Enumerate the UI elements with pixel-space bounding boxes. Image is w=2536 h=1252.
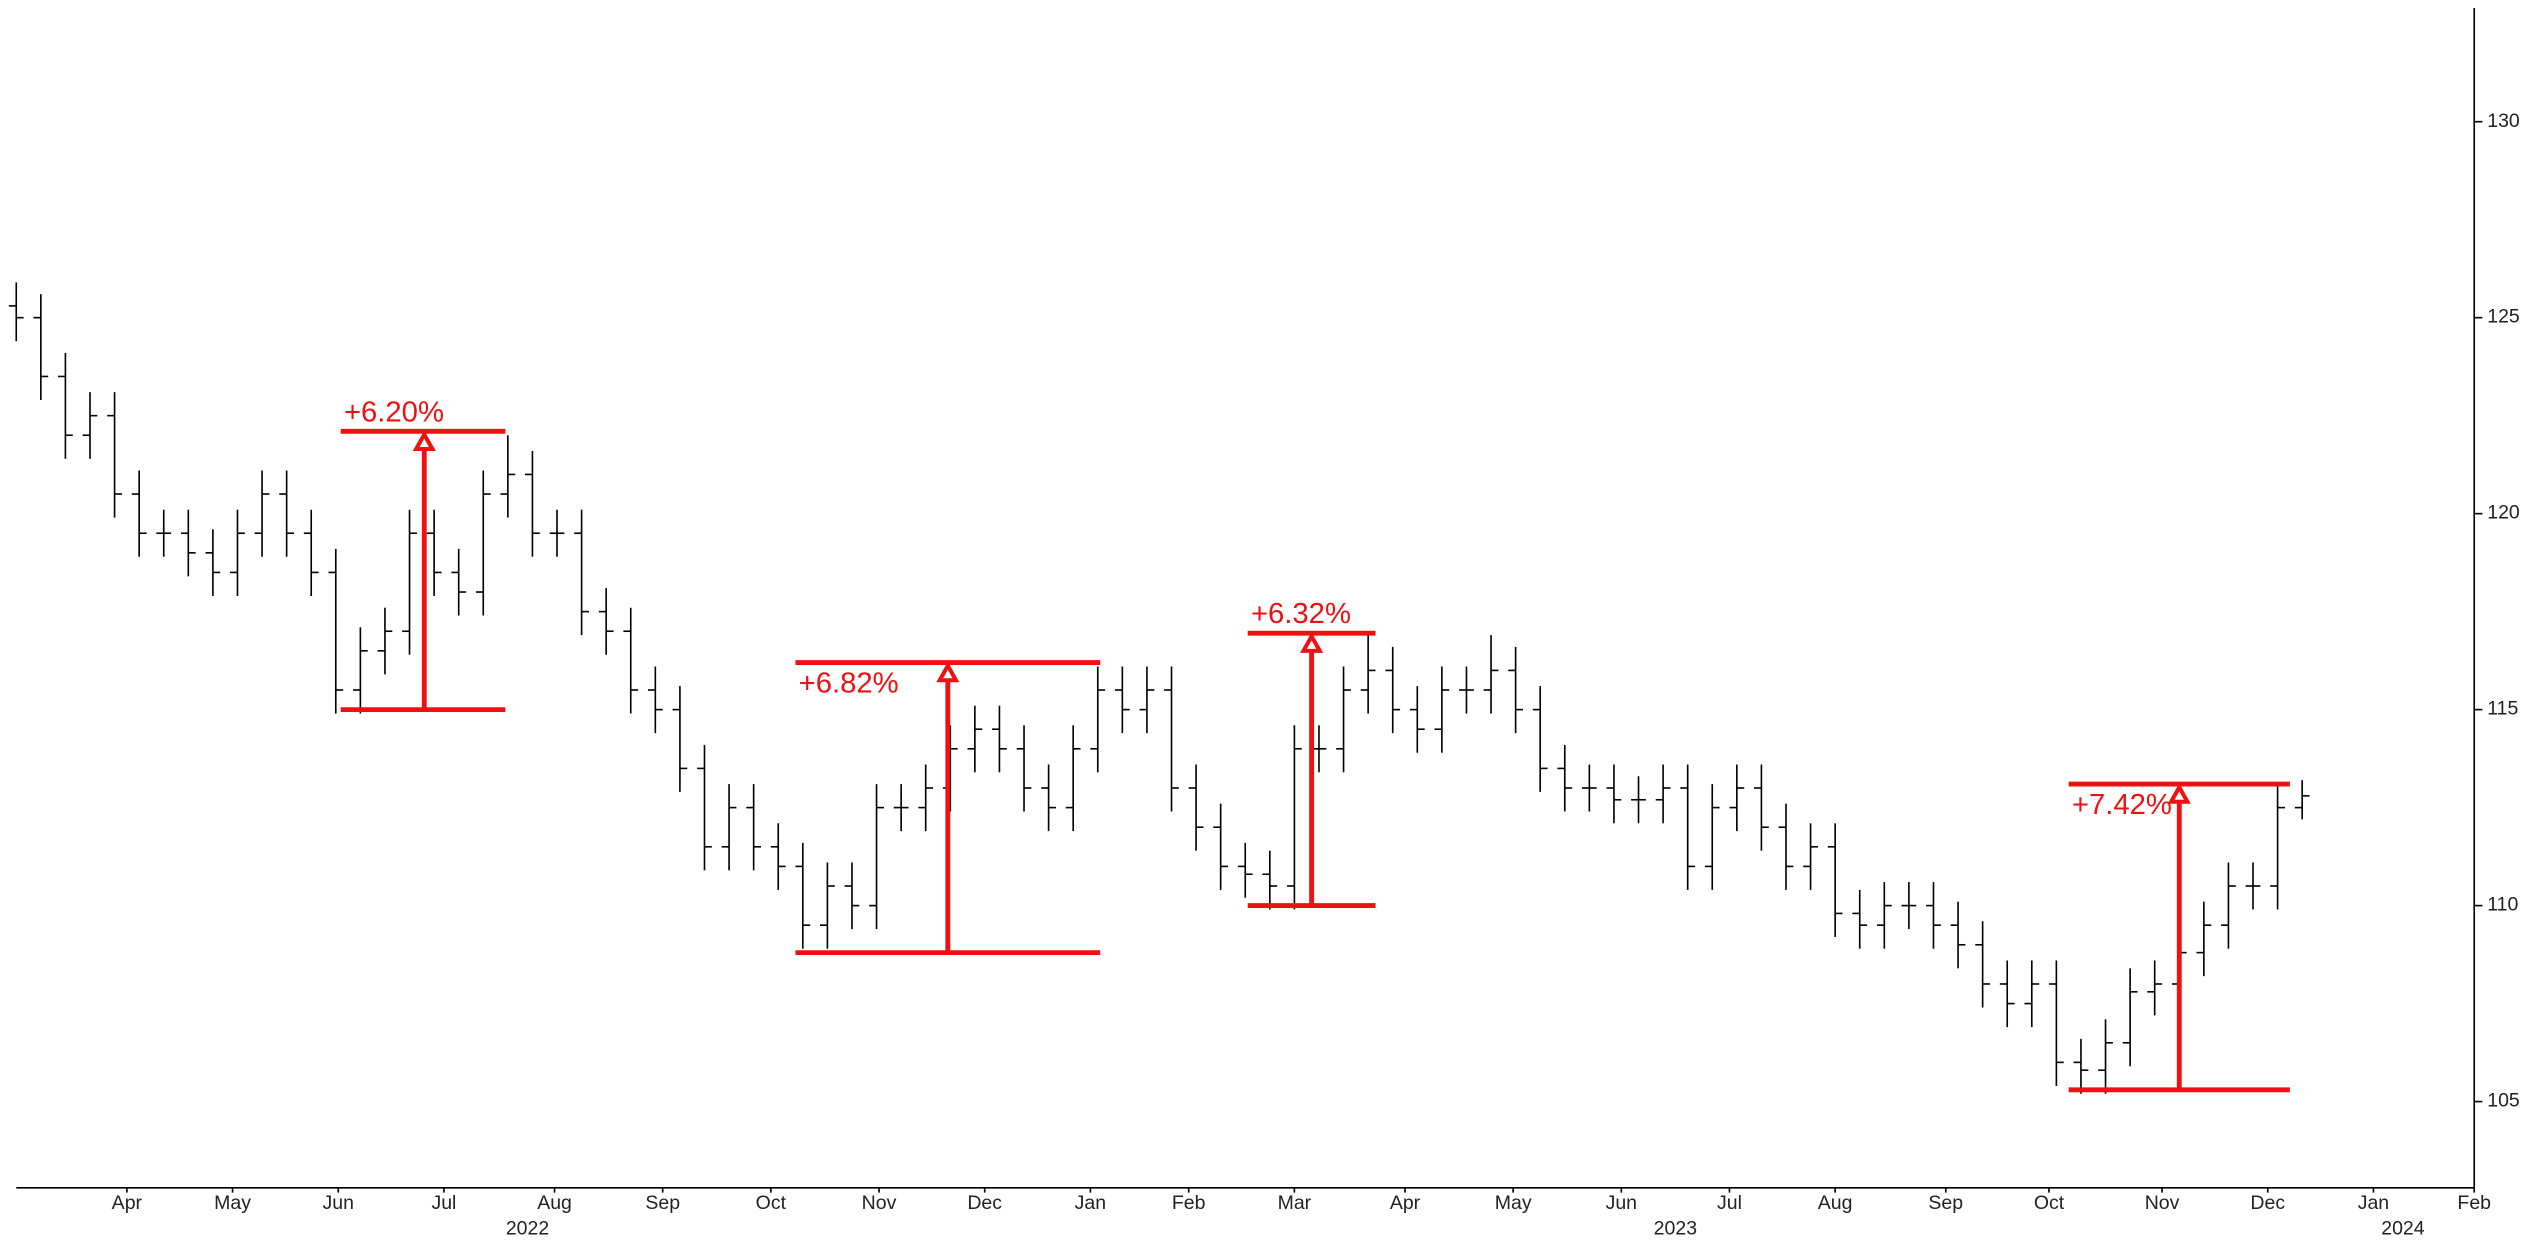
x-tick-label: Sep: [645, 1192, 680, 1214]
x-tick-label: Feb: [1172, 1192, 1206, 1214]
x-tick-label: Mar: [1278, 1192, 1312, 1214]
x-tick-label: Oct: [756, 1192, 787, 1214]
x-tick-label: Apr: [112, 1192, 143, 1214]
x-tick-label: Jan: [2358, 1192, 2389, 1214]
annotation-label: +6.20%: [344, 396, 444, 428]
y-tick-label: 105: [2487, 1090, 2520, 1112]
year-label: 2023: [1654, 1218, 1697, 1240]
x-tick-label: Apr: [1390, 1192, 1421, 1214]
x-tick-label: Jun: [323, 1192, 354, 1214]
annotation-arrowhead: [412, 430, 436, 451]
x-tick-label: Nov: [2145, 1192, 2180, 1214]
annotation-label: +6.82%: [799, 668, 899, 700]
x-tick-label: Aug: [1818, 1192, 1853, 1214]
y-tick-label: 115: [2487, 698, 2518, 720]
x-tick-label: Nov: [862, 1192, 897, 1214]
x-tick-label: Dec: [2250, 1192, 2285, 1214]
year-label: 2024: [2381, 1218, 2425, 1240]
year-label: 2022: [506, 1218, 549, 1240]
annotation-arrowhead: [936, 661, 960, 683]
x-tick-label: May: [1495, 1192, 1532, 1214]
x-tick-label: Feb: [2457, 1192, 2491, 1214]
y-tick-label: 130: [2487, 110, 2520, 132]
x-tick-label: Jan: [1075, 1192, 1106, 1214]
x-tick-label: Sep: [1928, 1192, 1963, 1214]
y-tick-label: 110: [2487, 894, 2518, 916]
x-tick-label: Aug: [537, 1192, 572, 1214]
x-tick-label: Jun: [1606, 1192, 1637, 1214]
annotation-arrowhead: [2167, 783, 2191, 804]
annotation-label: +6.32%: [1251, 598, 1351, 630]
annotation-arrowhead: [1300, 632, 1324, 653]
x-tick-label: May: [214, 1192, 251, 1214]
y-tick-label: 125: [2487, 306, 2520, 328]
x-tick-label: Dec: [967, 1192, 1002, 1214]
x-tick-label: Oct: [2034, 1192, 2065, 1214]
x-tick-label: Jul: [431, 1192, 456, 1214]
x-tick-label: Jul: [1717, 1192, 1742, 1214]
annotation-label: +7.42%: [2072, 789, 2172, 821]
y-tick-label: 120: [2487, 502, 2520, 524]
